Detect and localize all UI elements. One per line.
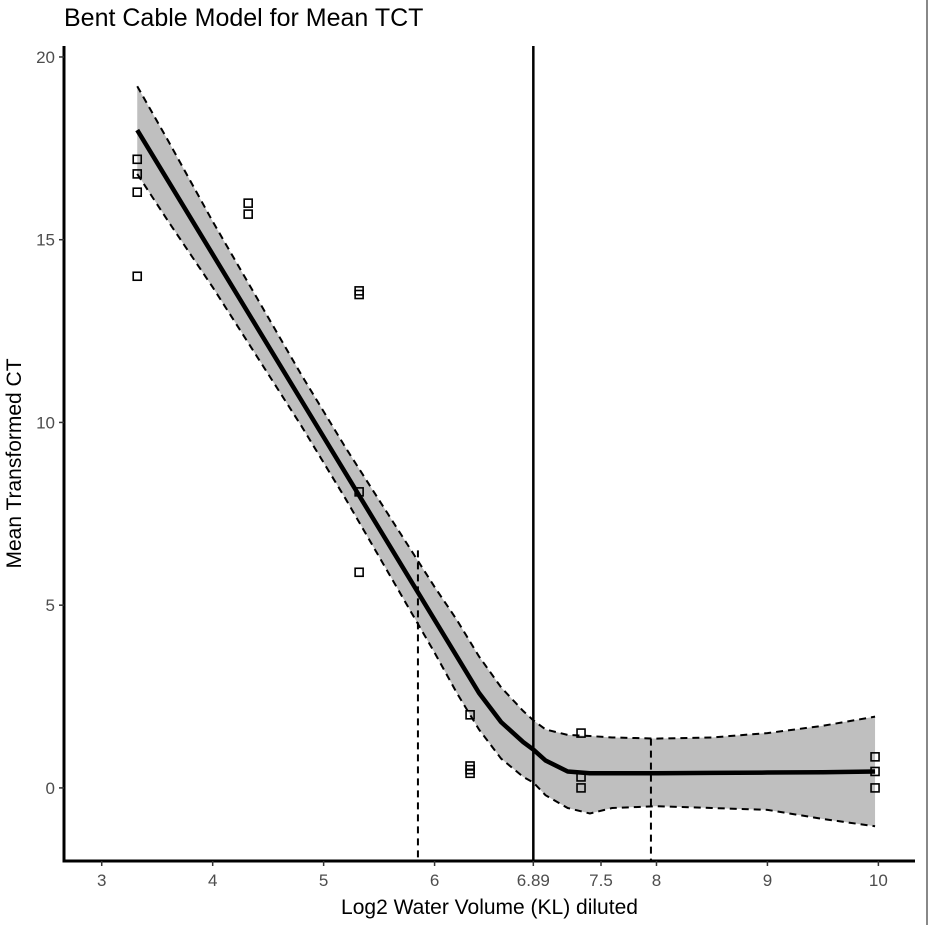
fitted-curve	[135, 128, 876, 776]
x-tick-label: 10	[869, 871, 888, 890]
data-point	[132, 187, 143, 197]
data-point	[243, 209, 253, 219]
y-tick-label: 5	[46, 596, 55, 615]
right-border	[926, 0, 928, 925]
data-point	[576, 728, 586, 738]
data-point	[465, 710, 475, 720]
x-tick-label: 8	[652, 871, 661, 890]
data-point	[870, 783, 880, 793]
data-point	[354, 289, 364, 300]
data-point	[243, 198, 253, 208]
data-point	[132, 169, 143, 179]
x-tick-label: 5	[319, 871, 328, 890]
data-point	[870, 766, 880, 777]
x-tick-label: 7.5	[589, 871, 613, 890]
data-point	[465, 768, 475, 779]
y-tick-label: 20	[36, 48, 55, 67]
data-point	[576, 783, 586, 793]
x-tick-label: 3	[97, 871, 106, 890]
band-lower-bound	[136, 173, 876, 828]
y-tick-label: 10	[36, 413, 55, 432]
y-axis-title: Mean Transformed CT	[3, 358, 26, 568]
data-point	[576, 772, 586, 782]
x-tick-label: 6	[430, 871, 439, 890]
data-point	[354, 487, 364, 497]
y-tick-label: 0	[46, 779, 55, 798]
data-point	[132, 271, 143, 282]
chart-title: Bent Cable Model for Mean TCT	[64, 4, 424, 32]
x-tick-label: 4	[208, 871, 217, 890]
x-tick-label: 6.89	[517, 871, 550, 890]
x-tick-label: 9	[763, 871, 772, 890]
confidence-band	[137, 86, 876, 827]
data-point	[354, 567, 364, 578]
data-point	[132, 154, 143, 165]
data-point	[870, 752, 880, 762]
band-upper-bound	[136, 85, 876, 740]
y-tick-label: 15	[36, 231, 55, 250]
x-axis-title: Log2 Water Volume (KL) diluted	[341, 896, 638, 919]
